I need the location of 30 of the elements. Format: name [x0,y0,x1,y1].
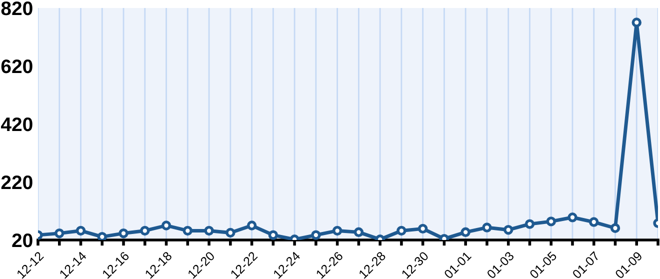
point [204,226,214,236]
y-tick-label: 20 [12,233,32,248]
point [589,217,599,227]
point [76,226,86,236]
point [460,227,470,238]
point [54,228,64,238]
point [332,226,342,236]
point [311,230,321,240]
point [503,224,514,235]
point [226,228,236,238]
point [396,226,406,236]
y-tick-label: 820 [1,1,32,16]
point [568,212,578,222]
point [418,224,428,234]
point [118,228,128,238]
point [610,223,620,233]
y-tick-label: 220 [1,175,32,190]
point [354,227,364,238]
point [161,220,172,230]
point [182,226,193,236]
point [524,219,535,229]
point [246,220,257,230]
y-tick-label: 420 [0,117,32,132]
point [632,18,642,28]
point [482,222,492,232]
point [268,230,278,240]
point [97,232,107,240]
point [546,216,556,226]
point [140,226,150,236]
y-tick-label: 620 [1,59,32,74]
